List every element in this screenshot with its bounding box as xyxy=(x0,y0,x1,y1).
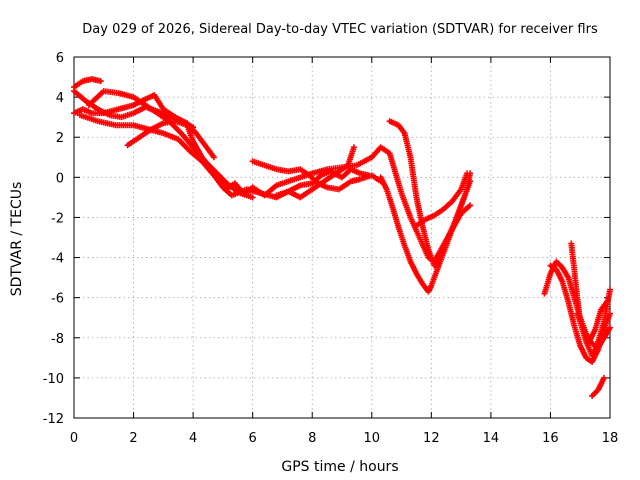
series-track-15 xyxy=(574,298,611,345)
y-tick-label: 2 xyxy=(56,131,64,146)
data-point-marker xyxy=(97,78,104,85)
y-tick-label: 6 xyxy=(56,51,64,66)
data-point-marker xyxy=(249,194,256,201)
x-tick-label: 16 xyxy=(542,431,559,446)
series-track-5 xyxy=(76,112,357,201)
x-tick-label: 4 xyxy=(189,431,197,446)
data-point-marker xyxy=(607,286,613,293)
series-track-16 xyxy=(589,374,608,399)
x-axis-label: GPS time / hours xyxy=(281,459,398,475)
data-point-marker xyxy=(467,202,474,209)
y-tick-label: 0 xyxy=(56,171,64,186)
y-tick-label: -2 xyxy=(51,211,64,226)
x-tick-label: 10 xyxy=(364,431,381,446)
x-tick-label: 8 xyxy=(308,431,316,446)
series-track-4 xyxy=(85,88,256,201)
x-tick-label: 6 xyxy=(249,431,257,446)
y-tick-label: -8 xyxy=(51,332,64,347)
x-tick-label: 12 xyxy=(423,431,440,446)
x-tick-label: 14 xyxy=(483,431,500,446)
data-series xyxy=(71,76,613,399)
data-point-marker xyxy=(601,374,608,381)
y-tick-label: -4 xyxy=(51,252,64,267)
x-tick-label: 2 xyxy=(129,431,137,446)
series-track-3 xyxy=(71,92,217,161)
chart-title: Day 029 of 2026, Sidereal Day-to-day VTE… xyxy=(82,22,598,37)
y-tick-label: 4 xyxy=(56,91,64,106)
data-point-marker xyxy=(607,324,613,331)
y-tick-label: -10 xyxy=(43,372,64,387)
grid xyxy=(74,57,610,418)
x-tick-label: 0 xyxy=(70,431,78,446)
y-tick-label: -12 xyxy=(43,412,64,427)
data-point-marker xyxy=(365,172,372,179)
series-track-8 xyxy=(273,166,372,199)
series-track-11 xyxy=(413,170,471,229)
y-axis-ticks: -12 -10 -8 -6 -4 -2 0 2 4 6 xyxy=(43,51,610,427)
x-tick-label: 18 xyxy=(602,431,619,446)
series-track-1 xyxy=(71,76,104,91)
x-axis-ticks: 0 2 4 6 8 10 12 14 16 18 xyxy=(70,57,618,446)
data-point-marker xyxy=(467,178,474,185)
data-point-marker xyxy=(464,170,471,177)
y-tick-label: -6 xyxy=(51,292,64,307)
y-axis-label: SDTVAR / TECUs xyxy=(9,182,25,297)
data-point-marker xyxy=(350,144,357,151)
plot-frame xyxy=(73,56,611,419)
series-track-10 xyxy=(386,118,474,269)
data-point-marker xyxy=(604,298,611,305)
data-point-marker xyxy=(210,154,217,161)
